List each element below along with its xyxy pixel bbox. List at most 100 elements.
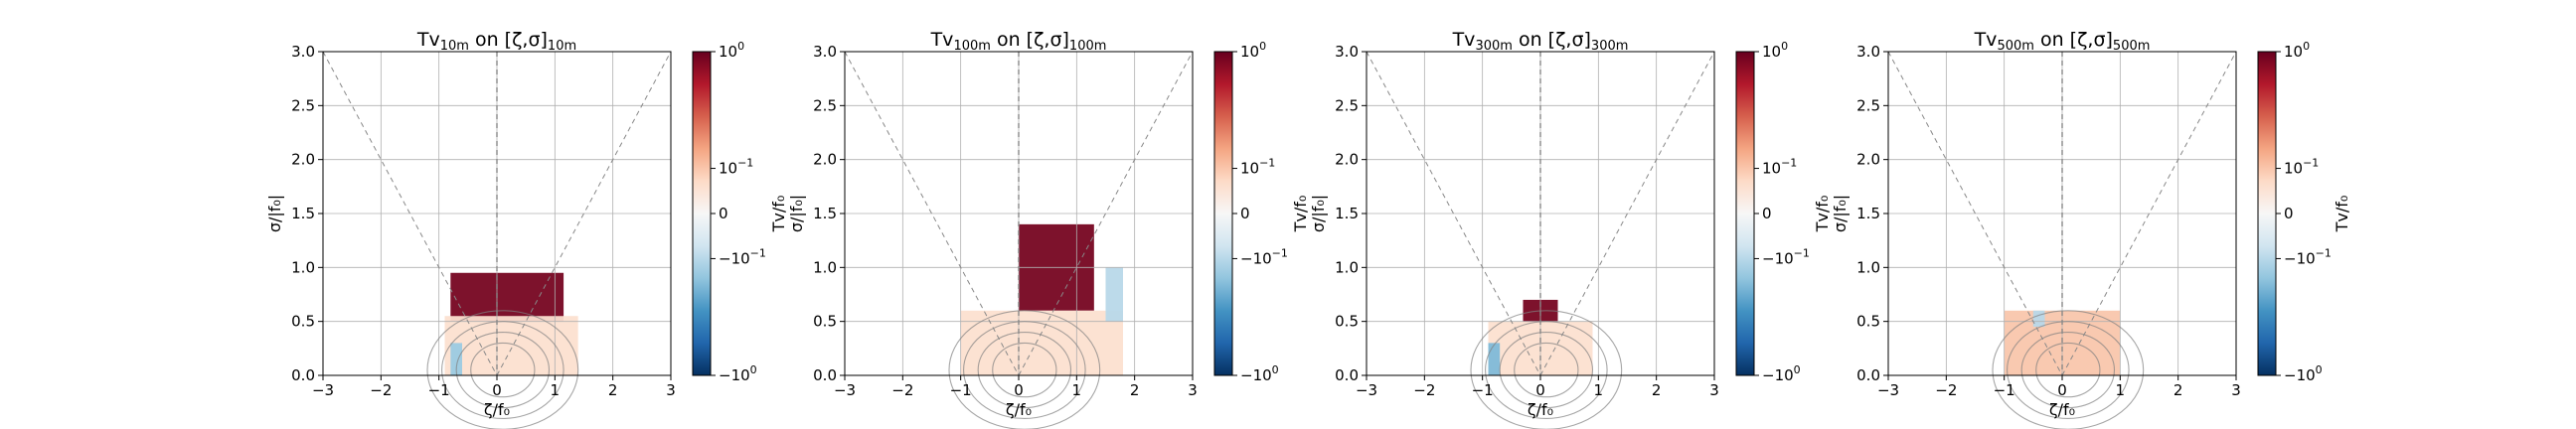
colorbar-tick-label: 0 [719,205,728,222]
y-tick-labels: 0.0 0.5 1.0 1.5 2.0 2.5 3.0 [813,43,845,384]
y-tick-label: 2.5 [813,96,837,114]
x-tick-label: −1 [428,381,450,399]
x-tick-label: −3 [312,381,334,399]
y-tick-label: 0.5 [1856,313,1880,331]
colorbar: 100 10−1 0 −10−1 −100 [2257,40,2332,384]
y-tick-label: 1.5 [1856,205,1880,222]
reference-line-left [1887,51,2063,376]
y-axis-label: σ/|f₀| [265,195,284,232]
x-tick-label: 0 [2057,381,2067,399]
x-tick-label: 3 [1188,381,1198,399]
y-tick-label: 0.0 [813,366,837,384]
x-tick-label: 2 [1130,381,1140,399]
contour-lines [1992,310,2145,429]
x-tick-labels: −3 −2 −1 0 1 2 3 [1877,375,2241,399]
colorbar-tick-label: 10−1 [719,157,753,178]
plot-area: −3 −2 −1 0 1 2 3 0.0 0.5 1.0 1.5 2.0 2.5 3.0 [1856,43,2241,429]
colorbar: 100 10−1 0 −10−1 −100 [1213,40,1288,384]
heatmap-cell [444,316,578,375]
plot-area: −3 −2 −1 0 1 2 3 0.0 0.5 1.0 1.5 2.0 2.5 3.0 [813,43,1198,429]
x-axis-label: ζ/f₀ [2049,400,2075,419]
contour-line [426,310,579,429]
x-tick-label: −2 [891,381,913,399]
x-tick-label: −1 [1994,381,2015,399]
colorbar-tick-label: 10−1 [2284,157,2319,178]
colorbar-tick-label: 100 [2284,40,2310,61]
colorbar-tick-label: 10−1 [1240,157,1275,178]
reference-lines [322,51,672,376]
y-tick-label: 2.0 [813,151,837,169]
reference-line-right [2061,51,2237,376]
x-tick-labels: −3 −2 −1 0 1 2 3 [834,375,1198,399]
x-tick-label: −2 [1413,381,1435,399]
y-tick-label: 0.5 [813,313,837,331]
contour-line [470,342,536,398]
x-tick-label: 3 [666,381,676,399]
contour-line [992,342,1057,398]
y-tick-label: 1.0 [813,258,837,276]
x-axis-label: ζ/f₀ [1528,400,1553,419]
colorbar-label: Tv/f₀ [2333,196,2351,233]
contour-line [2035,342,2101,398]
contour-line [1992,310,2145,429]
reference-line-left [1366,51,1541,376]
x-tick-label: 1 [551,381,561,399]
x-tick-label: −1 [1472,381,1494,399]
y-axis-label-line-2: σ/|f₀| [787,195,806,232]
x-tick-label: −2 [1935,381,1957,399]
y-axis-label-line-1: Tv/f₀ [1813,196,1832,233]
panel-title: Tv100m on [ζ,σ]100m [930,29,1107,54]
y-tick-label: 0.0 [1856,366,1880,384]
contour-line [441,321,564,420]
contour-line [1470,310,1623,429]
plot-area: −3 −2 −1 0 1 2 3 0.0 0.5 1.0 1.5 2.0 2.5 3.0 [1335,43,1719,429]
panel-3: −3 −2 −1 0 1 2 3 0.0 0.5 1.0 1.5 2.0 2.5 3.0 Tv300m … [1291,29,1810,429]
colorbar-tick-label: 100 [1240,40,1266,61]
y-tick-label: 1.0 [1335,258,1359,276]
reference-lines [1887,51,2237,376]
x-tick-label: 1 [1594,381,1604,399]
contour-lines [1470,310,1623,429]
heatmap-cells [444,272,578,375]
y-axis-label-line-2: σ/|f₀| [1831,195,1850,232]
x-tick-label: −3 [1877,381,1899,399]
colorbar-tick-label: −100 [2284,363,2323,384]
colorbar-tick-label: −100 [1762,363,1801,384]
colorbar-tick-label: −10−1 [1240,246,1288,267]
x-tick-label: 2 [1652,381,1662,399]
contour-line [963,321,1086,420]
panel-title: Tv500m on [ζ,σ]500m [1974,29,2151,54]
contour-line [1514,342,1579,398]
x-tick-label: 1 [1072,381,1082,399]
colorbar-tick-label: 0 [1762,205,1772,222]
x-tick-label: 3 [2231,381,2241,399]
y-tick-labels: 0.0 0.5 1.0 1.5 2.0 2.5 3.0 [1335,43,1367,384]
y-tick-label: 0.0 [1335,366,1359,384]
contour-lines [426,310,579,429]
y-tick-label: 2.0 [1856,151,1880,169]
colorbar-tick-labels: 100 10−1 0 −10−1 −100 [2276,40,2332,384]
colorbar-tick-labels: 100 10−1 0 −10−1 −100 [1232,40,1288,384]
colorbar: 100 10−1 0 −10−1 −100 [692,40,766,384]
y-tick-label: 3.0 [291,43,315,61]
y-tick-label: 0.5 [1335,313,1359,331]
plot-area: −3 −2 −1 0 1 2 3 0.0 0.5 1.0 1.5 2.0 2.5 3.0 [291,43,676,429]
y-tick-label: 3.0 [813,43,837,61]
y-axis-label-line-1: Tv/f₀ [1291,196,1310,233]
y-tick-label: 2.5 [1335,96,1359,114]
y-axis-label-line-1: Tv/f₀ [769,196,788,233]
heatmap-cell [450,272,564,322]
y-tick-label: 2.0 [1335,151,1359,169]
colorbar: 100 10−1 0 −10−1 −100 [1735,40,1810,384]
y-axis-label-line-2: σ/|f₀| [1309,195,1328,232]
heatmap-cell [960,310,1123,375]
panel-1: −3 −2 −1 0 1 2 3 0.0 0.5 1.0 1.5 2.0 2.5 3.0 Tv10m o… [265,29,766,429]
y-tick-label: 1.0 [1856,258,1880,276]
panel-4: −3 −2 −1 0 1 2 3 0.0 0.5 1.0 1.5 2.0 2.5 3.0 Tv500m … [1813,29,2351,429]
colorbar-tick-label: −10−1 [2284,246,2332,267]
x-tick-label: 2 [608,381,618,399]
colorbar-tick-label: 0 [2284,205,2294,222]
x-tick-label: −3 [1356,381,1377,399]
x-tick-label: 1 [2116,381,2126,399]
contour-line [977,331,1072,409]
